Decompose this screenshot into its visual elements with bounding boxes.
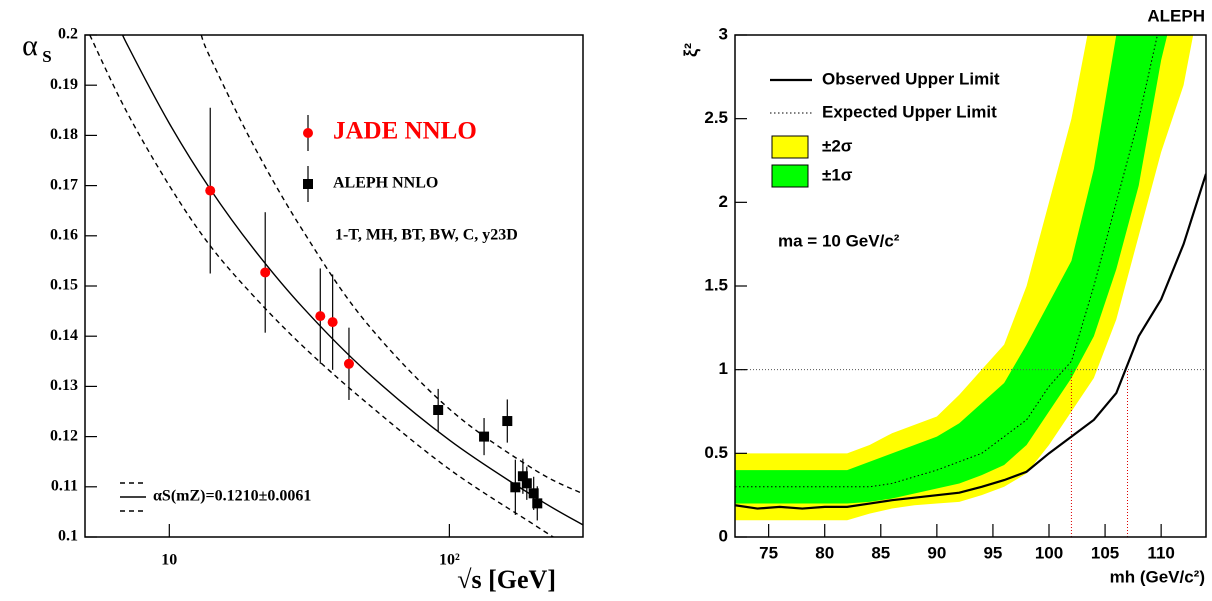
y-tick-label: 0.15 xyxy=(50,277,78,294)
chart: αS(mZ)=0.1210±0.0061 JADE NNLO ALEPH NNLO 0… xyxy=(22,26,584,594)
marker xyxy=(517,471,528,482)
y-label: ξ² xyxy=(681,43,702,57)
y-tick-label: 0.12 xyxy=(50,427,78,444)
plot-area xyxy=(735,35,1206,537)
legend-label: JADE NNLO xyxy=(333,118,477,145)
y-tick-label: 0.14 xyxy=(50,327,78,344)
marker xyxy=(532,498,543,509)
x-tick-label: 90 xyxy=(927,543,946,562)
x-tick-label: 10 xyxy=(161,552,177,569)
legend-label: ±1σ xyxy=(822,165,853,184)
series-line xyxy=(735,35,1158,488)
x-tick-label: 85 xyxy=(871,543,890,562)
marker xyxy=(327,317,338,328)
y-label: α xyxy=(22,29,38,62)
legend-box xyxy=(771,135,809,159)
plot-frame xyxy=(84,34,584,538)
marker xyxy=(521,478,532,489)
title: ALEPH xyxy=(1147,6,1205,25)
x-label: mh (GeV/c²) xyxy=(1110,567,1205,586)
y-tick-label: 3 xyxy=(719,24,728,43)
marker xyxy=(502,416,513,427)
marker xyxy=(479,431,490,442)
marker xyxy=(510,482,521,493)
y-tick-label: 2 xyxy=(719,192,728,211)
y-tick-label: 0.2 xyxy=(58,26,78,43)
annotation: 1-T, MH, BT, BW, C, y23D xyxy=(335,227,518,244)
x-tick-label: 110 xyxy=(1147,543,1174,562)
y-tick-label: 0.18 xyxy=(50,126,78,143)
y-tick-label: 0.17 xyxy=(50,176,78,193)
curve xyxy=(89,35,554,537)
plot-frame xyxy=(734,34,1207,538)
band xyxy=(735,35,1168,504)
x-tick-label: 75 xyxy=(759,543,778,562)
legend-label: αS(mZ)=0.1210±0.0061 xyxy=(153,488,311,505)
curve xyxy=(121,35,583,526)
plot-area xyxy=(89,35,583,537)
y-tick-label: 1.5 xyxy=(704,275,728,294)
legend-label: ALEPH NNLO xyxy=(333,175,438,192)
legend-label: Observed Upper Limit xyxy=(822,69,1000,88)
x-label: √s [GeV] xyxy=(457,565,556,594)
band xyxy=(735,35,1194,521)
y-tick-label: 2.5 xyxy=(704,108,728,127)
y-tick-label: 0.16 xyxy=(50,226,78,243)
legend-label: ±2σ xyxy=(822,136,853,155)
marker xyxy=(528,488,539,499)
y-tick-label: 0 xyxy=(719,526,728,545)
x-tick-label: 80 xyxy=(815,543,834,562)
x-tick-label: 105 xyxy=(1091,543,1119,562)
y-tick-label: 0.1 xyxy=(58,528,78,545)
marker xyxy=(315,311,326,322)
y-tick-label: 0.5 xyxy=(704,443,728,462)
legend-label: Expected Upper Limit xyxy=(822,102,997,121)
legend-box xyxy=(771,164,809,188)
y-tick-label: 0.11 xyxy=(51,477,78,494)
curve xyxy=(200,35,583,495)
y-label_sub: S xyxy=(42,47,51,66)
marker xyxy=(433,404,444,415)
x-tick-label: 100 xyxy=(1035,543,1063,562)
legend-marker xyxy=(303,128,313,138)
x-tick-label: 95 xyxy=(983,543,1002,562)
y-tick-label: 1 xyxy=(719,359,728,378)
chart: Observed Upper Limit Expected Upper Limit… xyxy=(681,6,1207,586)
series-line xyxy=(735,173,1206,510)
x-tick-label: 10² xyxy=(439,552,460,569)
marker xyxy=(343,358,354,369)
marker xyxy=(260,267,271,278)
marker xyxy=(205,185,216,196)
y-tick-label: 0.19 xyxy=(50,76,78,93)
annotation: ma = 10 GeV/c² xyxy=(778,231,900,250)
legend-marker xyxy=(303,179,313,189)
y-tick-label: 0.13 xyxy=(50,377,78,394)
